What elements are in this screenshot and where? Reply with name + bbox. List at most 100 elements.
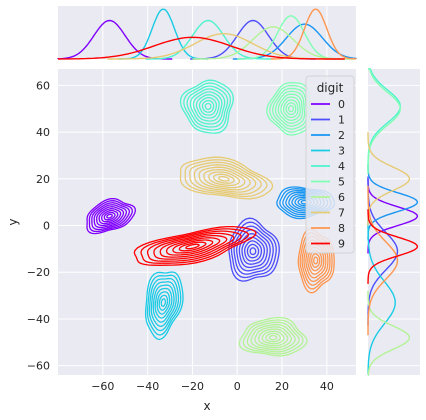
contour-line xyxy=(203,168,246,189)
legend-label: 1 xyxy=(338,114,345,127)
x-axis-ticks: −60 −40 −20 0 20 40 xyxy=(91,380,334,393)
contour-line xyxy=(266,82,313,136)
right-kde-digit-9 xyxy=(367,209,419,284)
contour-line xyxy=(179,79,234,134)
contour-line xyxy=(250,323,296,351)
legend-title: digit xyxy=(317,81,344,95)
contour-line xyxy=(254,326,293,349)
legend-label: 0 xyxy=(338,98,345,111)
x-axis-label: x xyxy=(203,399,210,413)
contour-line xyxy=(144,271,184,341)
contour-line xyxy=(274,90,306,127)
contour-line xyxy=(159,234,228,258)
contour-line xyxy=(241,236,265,265)
contour-line xyxy=(150,281,177,328)
contour-line xyxy=(192,91,223,122)
x-tick-label: 40 xyxy=(320,380,334,393)
legend-label: 9 xyxy=(338,238,345,251)
right-kde-digit-8 xyxy=(367,185,399,336)
legend-label: 6 xyxy=(338,191,345,204)
right-kde-digit-6 xyxy=(367,290,411,376)
contour-line xyxy=(154,287,173,319)
contour-line xyxy=(238,316,308,357)
x-tick-label: −40 xyxy=(136,380,159,393)
contour-line xyxy=(189,88,226,125)
contour-line xyxy=(313,256,319,265)
contour-line xyxy=(268,334,278,341)
contour-line xyxy=(244,240,263,262)
contour-line xyxy=(201,99,215,113)
legend-label: 3 xyxy=(338,145,345,158)
top-kde-digit-9 xyxy=(58,36,345,60)
contour-line xyxy=(106,213,113,219)
contour-line xyxy=(101,209,119,223)
right-kde-digit-0 xyxy=(367,178,419,254)
contour-line xyxy=(91,202,130,231)
contour-line xyxy=(218,175,230,182)
contour-line xyxy=(183,82,232,131)
contour-digit-0 xyxy=(86,197,136,235)
contour-line xyxy=(277,93,304,124)
contour-line xyxy=(208,171,241,187)
contour-line xyxy=(269,84,310,133)
right-marginal-kde xyxy=(367,68,420,376)
contour-line xyxy=(160,298,167,307)
x-tick-label: 20 xyxy=(275,380,289,393)
contour-line xyxy=(246,321,300,353)
top-marginal-kde xyxy=(57,6,357,60)
contour-line xyxy=(172,239,214,254)
contour-line xyxy=(258,328,289,347)
contour-line xyxy=(272,87,308,130)
contour-line xyxy=(184,159,268,198)
contour-line xyxy=(93,204,127,229)
legend-box xyxy=(305,75,355,254)
contour-digit-9 xyxy=(133,225,257,266)
contour-line xyxy=(86,197,136,235)
contour-line xyxy=(98,208,122,225)
contour-line xyxy=(198,97,218,116)
contour-line xyxy=(230,221,277,279)
y-tick-label: 60 xyxy=(36,79,50,92)
contour-line xyxy=(158,294,169,311)
y-tick-label: −20 xyxy=(27,266,50,279)
contour-line xyxy=(103,211,116,221)
contour-line xyxy=(236,229,271,272)
contour-line xyxy=(185,243,200,250)
legend-label: 8 xyxy=(338,222,345,235)
legend: digit 0 1 2 3 4 5 6 7 8 9 xyxy=(305,75,355,254)
contour-line xyxy=(282,99,299,119)
right-marginal-panel xyxy=(368,69,420,375)
top-kde-digit-3 xyxy=(118,8,209,60)
contour-line xyxy=(287,105,295,113)
right-kde-digit-5 xyxy=(367,68,402,175)
contour-digit-4 xyxy=(179,79,234,134)
contour-line xyxy=(133,225,257,266)
contour-line xyxy=(153,232,235,260)
right-kde-digit-2 xyxy=(367,164,419,240)
x-tick-label: 0 xyxy=(234,380,241,393)
contour-line xyxy=(195,94,220,119)
right-kde-digit-3 xyxy=(367,218,396,376)
contour-line xyxy=(265,332,281,343)
contour-line xyxy=(96,206,125,227)
contour-line xyxy=(285,102,297,116)
contour-line xyxy=(140,228,250,264)
contour-line xyxy=(280,96,301,122)
contour-digit-3 xyxy=(144,271,184,341)
x-tick-label: −60 xyxy=(91,380,114,393)
legend-items: 0 1 2 3 4 5 6 7 8 9 xyxy=(311,98,345,251)
contour-digit-1 xyxy=(228,217,280,282)
top-kde-digit-6 xyxy=(192,26,354,60)
contour-line xyxy=(249,247,257,256)
contour-line xyxy=(204,102,212,110)
y-axis-label: y xyxy=(6,218,20,225)
contour-line xyxy=(165,237,221,256)
y-tick-label: 20 xyxy=(36,173,50,186)
contour-line xyxy=(213,173,235,184)
x-tick-label: −20 xyxy=(181,380,204,393)
contour-line xyxy=(186,85,229,128)
contour-line xyxy=(193,164,257,193)
contour-line xyxy=(156,291,171,315)
contour-digit-5 xyxy=(266,82,313,136)
